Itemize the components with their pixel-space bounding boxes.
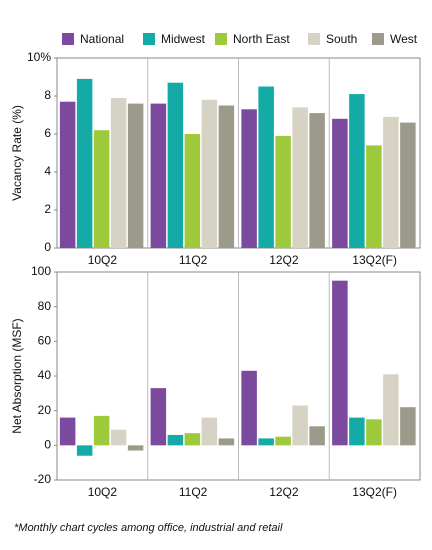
x-tick-label: 10Q2 [88, 253, 118, 267]
x-tick-label: 12Q2 [269, 253, 299, 267]
bar [241, 109, 257, 248]
bar [383, 374, 399, 446]
bar [366, 145, 382, 248]
bar [383, 116, 399, 249]
x-tick-label: 13Q2(F) [352, 253, 397, 267]
bar [76, 445, 93, 456]
legend-swatch [215, 33, 227, 45]
y-tick-label: 0 [44, 240, 51, 254]
y-tick-label: 100 [31, 264, 51, 278]
bar [332, 118, 348, 248]
legend-swatch [143, 33, 155, 45]
y-axis-title: Net Absorption (MSF) [10, 318, 24, 433]
bar [93, 130, 110, 248]
bar [76, 78, 93, 249]
bar [349, 417, 365, 446]
legend-label: South [326, 32, 357, 46]
legend-label: National [80, 32, 124, 46]
bar [59, 101, 76, 248]
legend-swatch [62, 33, 74, 45]
footnote: *Monthly chart cycles among office, indu… [14, 522, 283, 534]
bar [201, 99, 218, 248]
bar [59, 417, 76, 446]
bar [201, 417, 218, 446]
x-tick-label: 11Q2 [179, 253, 208, 267]
x-tick-label: 11Q2 [179, 485, 208, 499]
bar [292, 405, 308, 446]
bar [218, 105, 235, 248]
legend-swatch [308, 33, 320, 45]
y-tick-label: 8 [44, 88, 51, 102]
bar [309, 426, 325, 446]
bar [275, 135, 291, 248]
x-tick-label: 12Q2 [269, 485, 299, 499]
legend-label: North East [233, 32, 290, 46]
y-tick-label: 2 [44, 202, 51, 216]
bar [93, 415, 110, 446]
y-tick-label: 60 [38, 334, 52, 348]
bar [167, 434, 184, 446]
bar [258, 438, 274, 446]
y-tick-label: 80 [38, 299, 52, 313]
bar [150, 103, 167, 248]
y-tick-label: 10% [27, 50, 51, 64]
bar [349, 94, 365, 248]
bar [184, 134, 201, 248]
y-tick-label: 4 [44, 164, 51, 178]
bar [258, 86, 274, 248]
y-tick-label: 40 [38, 368, 52, 382]
bar [400, 407, 416, 446]
bar [150, 388, 167, 446]
bar [332, 280, 348, 446]
bar [110, 97, 127, 249]
bar [366, 419, 382, 446]
bar [184, 433, 201, 446]
bar [218, 438, 235, 446]
bar [127, 103, 144, 248]
bar [167, 82, 184, 248]
y-tick-label: 6 [44, 126, 51, 140]
y-tick-label: 0 [44, 438, 51, 452]
legend-label: West [390, 32, 418, 46]
y-axis-title: Vacancy Rate (%) [10, 105, 24, 201]
legend-label: Midwest [161, 32, 206, 46]
bar [275, 436, 291, 446]
x-tick-label: 10Q2 [88, 485, 118, 499]
bar [127, 445, 144, 451]
bar [241, 370, 257, 446]
y-tick-label: -20 [34, 472, 52, 486]
x-tick-label: 13Q2(F) [352, 485, 397, 499]
bar [292, 107, 308, 249]
bar [110, 429, 127, 446]
y-tick-label: 20 [38, 403, 52, 417]
legend-swatch [372, 33, 384, 45]
bar [309, 113, 325, 248]
bar [400, 122, 416, 248]
